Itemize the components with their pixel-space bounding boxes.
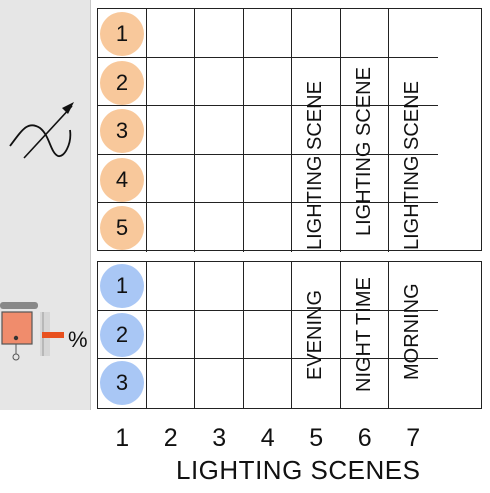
- grid-cell: [291, 261, 341, 311]
- row-number-badge: 2: [100, 60, 144, 105]
- percent-symbol: %: [68, 327, 88, 352]
- grid-cell: [145, 153, 195, 203]
- scene-name-vertical: MORNING: [401, 283, 423, 380]
- grid-cell: [194, 153, 244, 203]
- column-number: 3: [212, 424, 227, 452]
- grid-cell: [291, 105, 341, 155]
- grid-cell: [145, 105, 195, 155]
- grid-cell: [194, 56, 244, 106]
- column-number: 1: [115, 424, 130, 452]
- grid-cell: [194, 202, 244, 252]
- scene-label-vertical: LIGHTING SCENE: [304, 81, 326, 250]
- grid-cell: [339, 56, 389, 106]
- grid-cell: [339, 105, 389, 155]
- grid-cell: [291, 202, 341, 252]
- grid-cell: [242, 56, 292, 106]
- grid-cell: [291, 309, 341, 359]
- row-number-badge: 3: [100, 361, 144, 405]
- grid-cell: [388, 57, 438, 106]
- grid-cell: [388, 261, 438, 311]
- grid-cell: [194, 309, 244, 359]
- grid-cell: [388, 8, 438, 58]
- column-number: 7: [406, 424, 421, 452]
- column-number: 2: [163, 424, 178, 452]
- grid-cell: [145, 261, 195, 311]
- grid-cell: [243, 202, 292, 252]
- grid-cell: [97, 202, 147, 252]
- row-number-badge: 3: [100, 109, 144, 153]
- grid-cell: [242, 261, 292, 311]
- grid-cell: [97, 8, 147, 58]
- grid-cell: [242, 153, 292, 203]
- grid-cell: [339, 8, 389, 58]
- grid-cell: [194, 261, 244, 311]
- scene-name-vertical: EVENING: [304, 289, 326, 380]
- axis-title: LIGHTING SCENES: [176, 455, 421, 485]
- grid-cell: [388, 154, 438, 203]
- grid-cell: [388, 310, 438, 359]
- grid-cell: [339, 153, 389, 203]
- grid-cell: [339, 309, 389, 359]
- scene-label-vertical: LIGHTING SCENE: [352, 67, 375, 236]
- grid-cell: [340, 358, 389, 408]
- row-number-badge: 1: [100, 12, 144, 56]
- grid-cell: [97, 56, 147, 106]
- column-number: 6: [357, 424, 372, 452]
- grid-cell: [146, 202, 195, 252]
- grid-cell: [194, 358, 244, 408]
- grid-cell: [97, 309, 147, 359]
- grid-cell: [97, 105, 147, 155]
- grid-cell: [291, 8, 341, 58]
- grid-cell: [242, 8, 292, 58]
- grid-cell: [194, 105, 244, 155]
- grid-cell: [291, 56, 341, 106]
- row-number-badge: 1: [100, 264, 144, 308]
- grid-cell: [97, 261, 147, 311]
- dimmer-curve-arrow-icon: [9, 102, 74, 159]
- window-shade-icon: [0, 302, 64, 361]
- sidebar-panel: [0, 0, 91, 410]
- grid-cell: [242, 105, 292, 155]
- column-number: 4: [260, 424, 275, 452]
- grid-bottom-section: [97, 261, 482, 409]
- grid-cell: [242, 309, 292, 359]
- grid-cell: [243, 358, 292, 408]
- row-number-badge: 5: [100, 206, 144, 250]
- grid-cell: [145, 56, 195, 106]
- grid-top-section: [97, 8, 482, 252]
- grid-cell: [146, 358, 195, 408]
- grid-cell: [145, 8, 195, 58]
- grid-cell: [291, 358, 341, 408]
- grid-cell: [339, 261, 389, 311]
- row-number-badge: 2: [100, 312, 144, 357]
- scene-name-vertical: NIGHT TIME: [352, 277, 375, 392]
- scene-label-vertical: LIGHTING SCENE: [401, 81, 423, 250]
- grid-cell: [97, 358, 147, 408]
- grid-cell: [97, 153, 147, 203]
- grid-cell: [340, 202, 389, 252]
- row-number-badge: 4: [100, 157, 144, 202]
- column-number: 5: [309, 424, 324, 452]
- grid-cell: [291, 153, 341, 203]
- grid-cell: [145, 309, 195, 359]
- grid-cell: [388, 105, 438, 155]
- grid-cell: [194, 8, 244, 58]
